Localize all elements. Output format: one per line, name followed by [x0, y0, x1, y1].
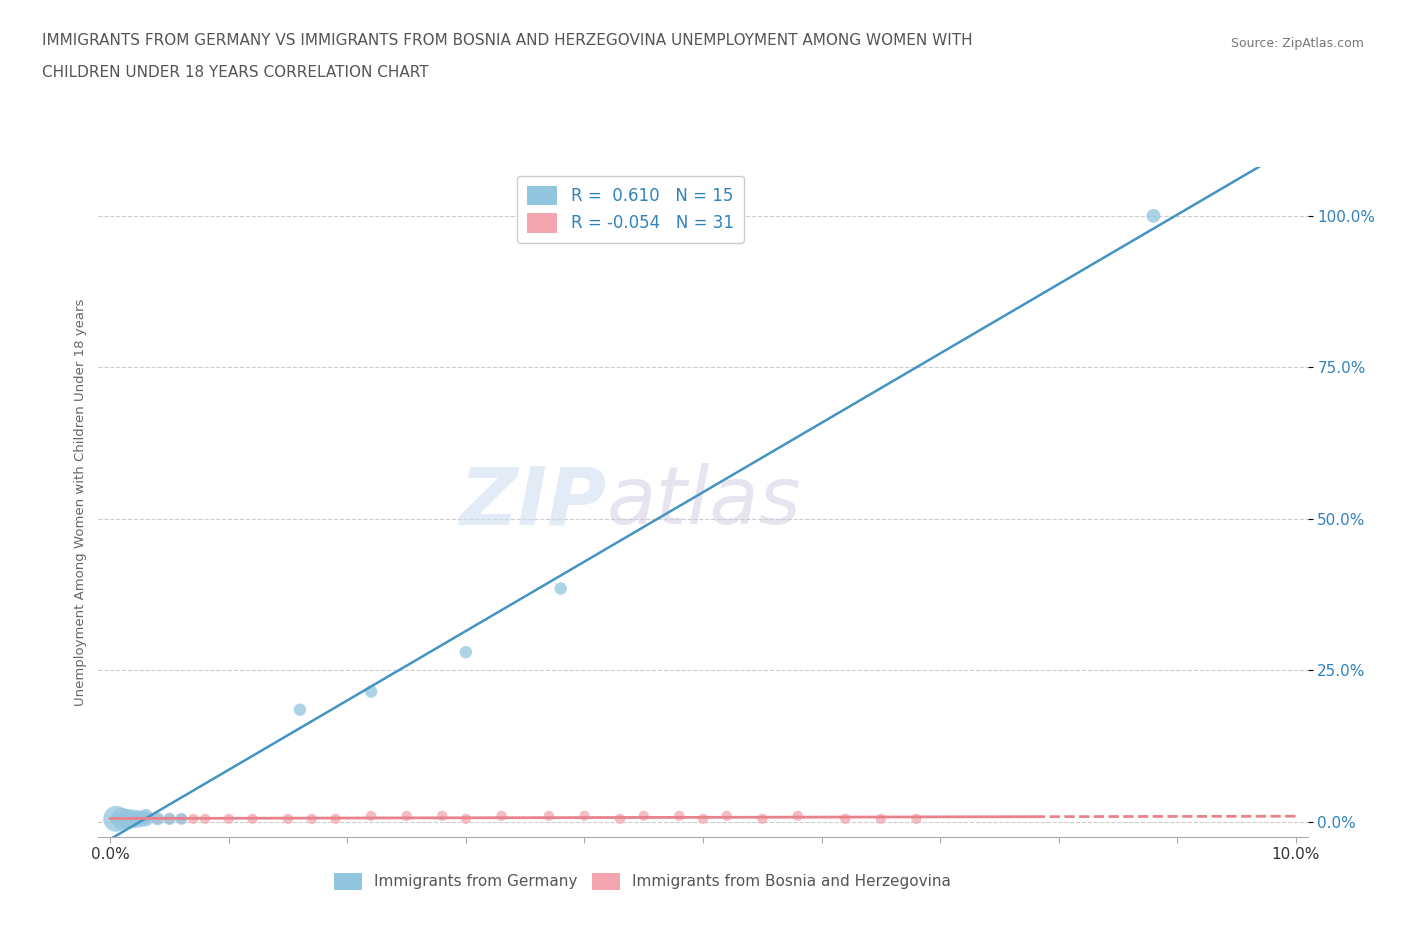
Point [360, 684, 382, 699]
Point [135, 811, 157, 826]
Point [360, 808, 382, 823]
Point [751, 811, 773, 826]
Text: CHILDREN UNDER 18 YEARS CORRELATION CHART: CHILDREN UNDER 18 YEARS CORRELATION CHAR… [42, 65, 429, 80]
Point [170, 811, 193, 826]
Point [454, 811, 477, 826]
Point [633, 808, 655, 823]
Point [122, 811, 145, 826]
Point [181, 811, 204, 826]
Point [574, 808, 596, 823]
Point [869, 811, 891, 826]
Point [122, 811, 145, 826]
Point [146, 811, 169, 826]
Point [242, 811, 264, 826]
Point [905, 811, 928, 826]
Point [159, 811, 181, 826]
Point [1142, 208, 1164, 223]
Text: Source: ZipAtlas.com: Source: ZipAtlas.com [1230, 37, 1364, 50]
Y-axis label: Unemployment Among Women with Children Under 18 years: Unemployment Among Women with Children U… [75, 299, 87, 706]
Point [325, 811, 347, 826]
Point [301, 811, 323, 826]
Point [111, 811, 134, 826]
Point [288, 702, 311, 717]
Point [834, 811, 856, 826]
Point [146, 811, 169, 826]
Point [277, 811, 299, 826]
Point [135, 811, 157, 826]
Point [218, 811, 240, 826]
Point [609, 811, 631, 826]
Point [786, 808, 808, 823]
Point [454, 644, 477, 659]
Point [491, 808, 513, 823]
Point [395, 808, 418, 823]
Text: ZIP: ZIP [458, 463, 606, 541]
Point [716, 808, 738, 823]
Text: IMMIGRANTS FROM GERMANY VS IMMIGRANTS FROM BOSNIA AND HERZEGOVINA UNEMPLOYMENT A: IMMIGRANTS FROM GERMANY VS IMMIGRANTS FR… [42, 33, 973, 47]
Point [194, 811, 217, 826]
Point [550, 581, 572, 596]
Point [111, 811, 134, 826]
Point [105, 811, 128, 826]
Point [692, 811, 714, 826]
Point [432, 808, 454, 823]
Point [668, 808, 690, 823]
Text: atlas: atlas [606, 463, 801, 541]
Point [105, 811, 128, 826]
Point [117, 811, 139, 826]
Point [135, 808, 157, 823]
Point [129, 811, 152, 826]
Legend: Immigrants from Germany, Immigrants from Bosnia and Herzegovina: Immigrants from Germany, Immigrants from… [328, 867, 957, 897]
Point [537, 808, 560, 823]
Point [159, 811, 181, 826]
Point [170, 811, 193, 826]
